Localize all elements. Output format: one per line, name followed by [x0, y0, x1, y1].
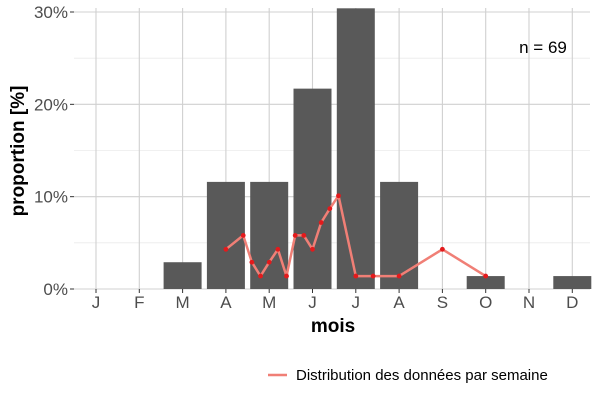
x-axis-title: mois [311, 316, 355, 337]
x-tick-label: M [262, 293, 276, 312]
bar [553, 276, 592, 289]
data-point [266, 259, 272, 265]
y-tick-label: 30% [34, 3, 68, 22]
data-point [370, 273, 376, 279]
y-tick-label: 10% [34, 188, 68, 207]
data-point [440, 246, 445, 252]
x-tick-label: D [566, 293, 578, 312]
y-tick-label: 20% [34, 95, 68, 114]
x-tick-label: M [176, 293, 190, 312]
bar [293, 88, 332, 290]
bars [163, 8, 592, 290]
data-point [223, 246, 229, 252]
y-tick-label: 0% [43, 280, 68, 299]
sample-size-annotation: n = 69 [519, 38, 567, 57]
legend: Distribution des données par semaine [268, 367, 548, 384]
x-tick-label: A [220, 293, 232, 312]
weekly-line [225, 194, 487, 278]
data-point [301, 233, 307, 238]
x-tick-label: F [134, 293, 144, 312]
data-point [284, 273, 289, 279]
weekly-points [223, 193, 489, 279]
x-tick-label: S [437, 293, 448, 312]
series-line [225, 194, 487, 278]
x-tick-label: J [308, 293, 317, 312]
data-point [318, 220, 324, 225]
bar [466, 276, 505, 289]
legend-label: Distribution des données par semaine [296, 367, 548, 384]
data-point [327, 206, 333, 212]
data-point [353, 273, 359, 279]
y-tick-labels: 0% 10% 20% 30% [34, 3, 74, 299]
x-tick-label: J [92, 293, 101, 312]
data-point [249, 259, 255, 265]
data-point [483, 273, 489, 279]
bar [163, 262, 202, 289]
y-axis-title: proportion [%] [8, 86, 29, 217]
x-tick-label: J [352, 293, 361, 312]
bar [380, 181, 419, 289]
data-point [258, 273, 263, 279]
data-point [275, 246, 281, 252]
data-point [310, 246, 315, 252]
x-tick-label: A [393, 293, 405, 312]
data-point [292, 233, 298, 238]
data-point [240, 233, 246, 238]
x-tick-label: O [479, 293, 492, 312]
bar [250, 181, 289, 289]
grid-lines [74, 8, 590, 290]
bar [336, 8, 375, 289]
x-tick-label: N [523, 293, 535, 312]
data-point [396, 273, 402, 279]
data-point [336, 193, 341, 199]
bar [206, 181, 245, 289]
